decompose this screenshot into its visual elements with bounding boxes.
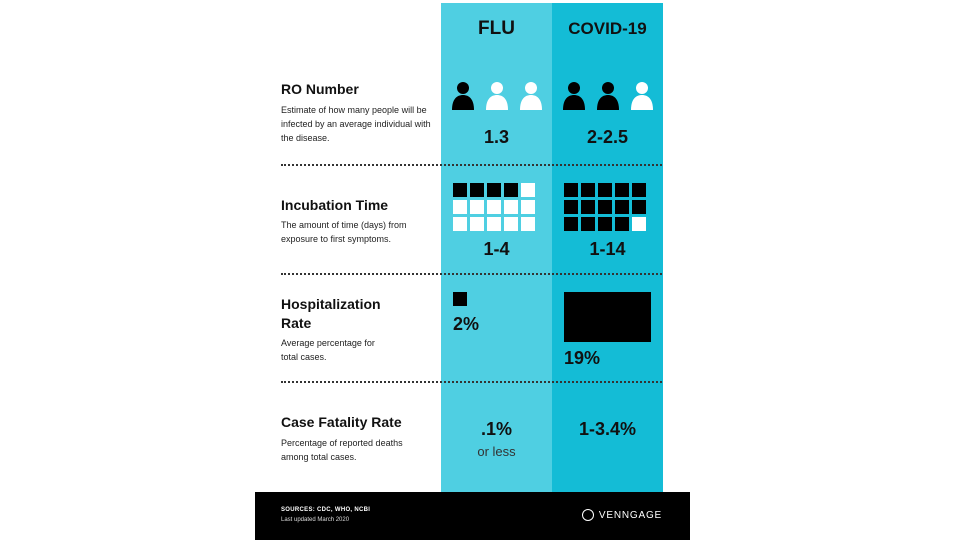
day-square-filled: [504, 183, 518, 197]
row-divider: [281, 381, 662, 383]
flu-people-icons: [441, 80, 552, 115]
day-square-filled: [598, 200, 612, 214]
brand-logo[interactable]: VENNGAGE: [581, 509, 662, 521]
person-filled-icon: [450, 80, 476, 115]
r0-description: Estimate of how many people will be infe…: [281, 105, 431, 143]
day-square-filled: [581, 183, 595, 197]
day-square-filled: [598, 183, 612, 197]
flu-fatality-value: .1%: [480, 419, 513, 439]
covid-header: COVID-19: [568, 19, 647, 38]
footer-updated: Last updated March 2020: [281, 517, 350, 523]
venngage-logo-icon: [581, 509, 594, 521]
fatality-description: Percentage of reported deaths among tota…: [281, 438, 403, 462]
day-square-filled: [632, 183, 646, 197]
row-divider: [281, 164, 662, 166]
r0-title: RO Number: [281, 81, 359, 97]
flu-incubation-value: 1-4: [483, 239, 510, 259]
fatality-title: Case Fatality Rate: [281, 414, 402, 430]
flu-fatality-note: or less: [477, 444, 516, 459]
day-square-filled: [564, 217, 578, 231]
flu-header: FLU: [478, 18, 515, 39]
person-outline-icon: [484, 80, 510, 115]
day-square-empty: [504, 217, 518, 231]
hospitalization-title: Hospitalization Rate: [281, 296, 381, 331]
day-square-empty: [453, 200, 467, 214]
day-square-empty: [453, 217, 467, 231]
day-square-filled: [564, 183, 578, 197]
covid-hospitalization-value: 19%: [564, 348, 601, 368]
day-square-empty: [521, 217, 535, 231]
hospitalization-description: Average percentage for total cases.: [281, 338, 375, 362]
day-square-filled: [564, 200, 578, 214]
covid-hospitalization-square: [564, 292, 651, 342]
covid-r0-value: 2-2.5: [586, 127, 629, 147]
covid-incubation-value: 1-14: [589, 239, 626, 259]
incubation-description: The amount of time (days) from exposure …: [281, 220, 407, 244]
day-square-filled: [615, 200, 629, 214]
day-square-empty: [521, 183, 535, 197]
day-square-empty: [470, 200, 484, 214]
flu-hospitalization-value: 2%: [453, 314, 480, 334]
brand-name: VENNGAGE: [598, 509, 662, 521]
day-square-empty: [521, 200, 535, 214]
person-outline-icon: [629, 80, 655, 115]
day-square-filled: [632, 200, 646, 214]
footer: SOURCES: CDC, WHO, NCBI Last updated Mar…: [255, 492, 690, 540]
day-square-filled: [581, 200, 595, 214]
day-square-empty: [470, 217, 484, 231]
day-square-filled: [487, 183, 501, 197]
covid-people-icons: [552, 80, 663, 115]
day-square-filled: [615, 183, 629, 197]
row-divider: [281, 273, 662, 275]
flu-r0-value: 1.3: [483, 127, 510, 147]
day-square-empty: [632, 217, 646, 231]
day-square-filled: [598, 217, 612, 231]
day-square-filled: [581, 217, 595, 231]
day-square-empty: [504, 200, 518, 214]
flu-hospitalization-square: [453, 292, 467, 306]
covid-incubation-grid: [564, 183, 646, 231]
person-filled-icon: [595, 80, 621, 115]
incubation-title: Incubation Time: [281, 197, 389, 213]
day-square-filled: [470, 183, 484, 197]
day-square-empty: [487, 217, 501, 231]
person-filled-icon: [561, 80, 587, 115]
flu-incubation-grid: [453, 183, 535, 231]
day-square-filled: [453, 183, 467, 197]
covid-fatality-value: 1-3.4%: [578, 419, 637, 439]
person-outline-icon: [518, 80, 544, 115]
footer-sources: SOURCES: CDC, WHO, NCBI: [281, 507, 371, 513]
day-square-empty: [487, 200, 501, 214]
day-square-filled: [615, 217, 629, 231]
